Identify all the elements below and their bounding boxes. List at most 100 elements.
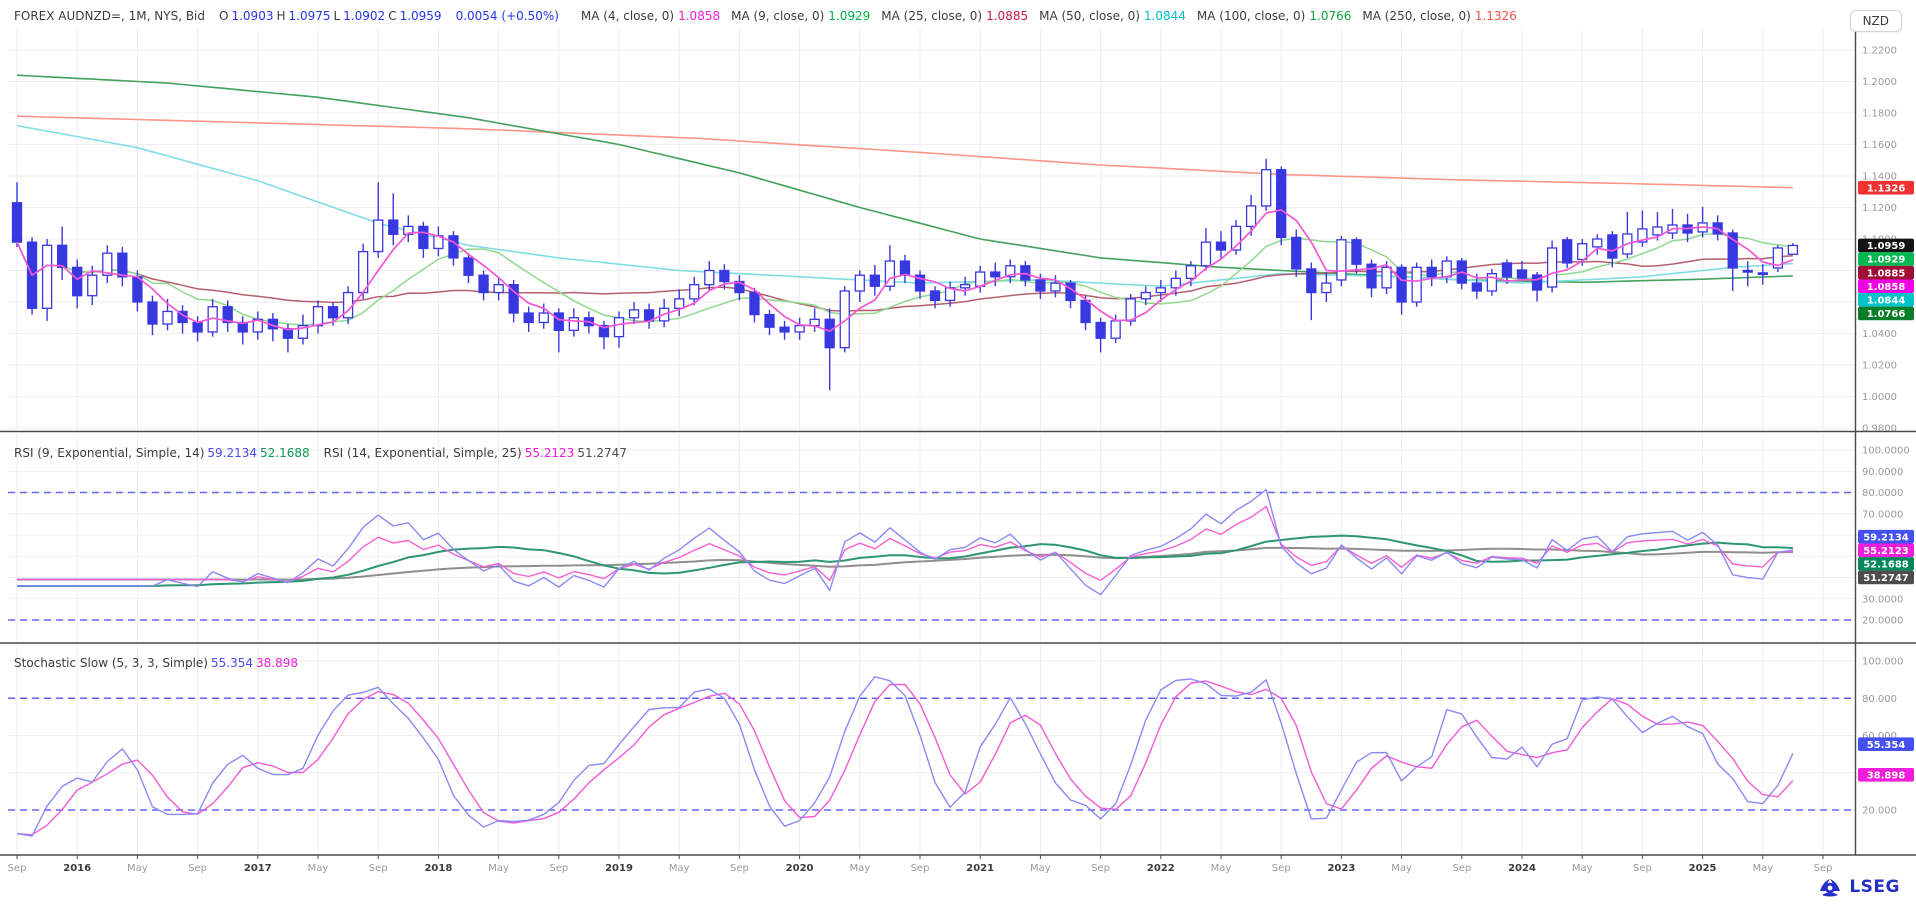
- price-axis-label: 1.2200: [1862, 46, 1897, 57]
- ma-legend-item[interactable]: MA (50, close, 0) 1.0844: [1039, 9, 1186, 23]
- ma-legend-item[interactable]: MA (4, close, 0) 1.0858: [580, 9, 721, 23]
- lseg-logo-icon: [1820, 879, 1841, 897]
- axes-layer[interactable]: 1.22001.20001.18001.16001.14001.12001.10…: [0, 28, 1916, 874]
- candle-up: [628, 309, 640, 319]
- time-axis-month-label: Sep: [1814, 863, 1833, 874]
- ohlc-field: L 1.0902: [333, 9, 386, 23]
- time-axis-month-label: Sep: [1452, 863, 1471, 874]
- stochastic-k-value: 55.354: [210, 656, 253, 670]
- candle-up: [162, 310, 173, 325]
- candle-up: [568, 317, 579, 332]
- candle-up: [674, 298, 685, 309]
- price-axis-label: 1.1800: [1862, 109, 1897, 120]
- candle-down: [1080, 299, 1091, 324]
- candle-down: [418, 225, 429, 250]
- candle-down: [1306, 268, 1317, 294]
- candle-up: [102, 252, 113, 276]
- candle-up: [1321, 282, 1332, 294]
- price-axis-label: 1.0000: [1862, 392, 1897, 403]
- candle-down: [1562, 239, 1573, 264]
- time-axis-month-label: Sep: [1633, 863, 1652, 874]
- stoch-badge-bg: [1858, 737, 1914, 751]
- price-badge: 1.1326: [1867, 183, 1906, 194]
- candle-down: [523, 312, 534, 324]
- candle-down: [1471, 282, 1482, 292]
- rsi14-line: [17, 505, 1793, 583]
- candle-down: [764, 313, 775, 328]
- grid-layer: [8, 28, 1855, 853]
- candle-down: [478, 274, 489, 294]
- candle-down: [1396, 266, 1407, 303]
- candle-down: [1531, 274, 1543, 291]
- price-badge: 1.0858: [1867, 282, 1906, 293]
- price-badge-bg: [1858, 238, 1914, 253]
- time-axis-year-label: 2022: [1147, 863, 1175, 874]
- candle-down: [11, 202, 23, 243]
- price-badge: 1.0844: [1867, 295, 1906, 306]
- candle-down: [1727, 232, 1738, 269]
- candle-down: [1607, 234, 1618, 259]
- candle-down: [1035, 279, 1046, 292]
- candle-up: [297, 324, 309, 339]
- candle-up: [839, 290, 850, 349]
- time-axis-year-label: 2020: [786, 863, 814, 874]
- rsi1-title: RSI (9, Exponential, Simple, 14): [14, 446, 205, 460]
- candle-down: [132, 276, 143, 303]
- stochastic-legend[interactable]: Stochastic Slow (5, 3, 3, Simple) 55.354…: [14, 656, 298, 670]
- time-axis-month-label: Sep: [549, 863, 568, 874]
- candle-up: [312, 306, 324, 327]
- time-axis-month-label: Sep: [730, 863, 749, 874]
- price-axis-currency-chip[interactable]: NZD: [1849, 10, 1902, 32]
- candle-up: [1546, 247, 1558, 288]
- rsi-badge-bg: [1858, 570, 1914, 585]
- time-axis-month-label: May: [669, 863, 690, 874]
- rsi-legend[interactable]: RSI (9, Exponential, Simple, 14) 59.2134…: [14, 446, 627, 460]
- candle-up: [1230, 225, 1242, 251]
- ma-legend-item[interactable]: MA (250, close, 0) 1.1326: [1362, 9, 1517, 23]
- rsi-badge-bg: [1858, 543, 1914, 558]
- candle-down: [1351, 239, 1362, 265]
- rsi9-smoothed-line: [17, 534, 1793, 587]
- lseg-wordmark: LSEG: [1849, 877, 1900, 897]
- time-axis-year-label: 2025: [1689, 863, 1717, 874]
- candle-up: [1787, 244, 1799, 255]
- price-badge-bg: [1858, 293, 1914, 307]
- candle-down: [327, 306, 339, 319]
- stochastic-d-line: [16, 680, 1794, 836]
- main-chart-legend[interactable]: FOREX AUDNZD=, 1M, NYS, Bid O 1.0903 H 1.09…: [14, 9, 1517, 23]
- candle-down: [824, 318, 835, 349]
- candle-down: [222, 306, 233, 324]
- price-axis-label: 1.1200: [1862, 203, 1897, 214]
- rsi-axis-label: 30.0000: [1862, 594, 1903, 605]
- candle-down: [1095, 321, 1106, 339]
- candle-down: [463, 257, 474, 276]
- candle-down: [899, 260, 911, 276]
- price-axis-label: 0.9800: [1862, 424, 1897, 435]
- candle-up: [1577, 243, 1588, 261]
- rsi1-value: 59.2134: [207, 446, 258, 460]
- candle-down: [749, 291, 760, 316]
- ma-legend-item[interactable]: MA (9, close, 0) 1.0929: [731, 9, 871, 23]
- candle-up: [41, 244, 53, 309]
- candle-down: [553, 312, 564, 331]
- candle-down: [914, 274, 926, 292]
- candle-up: [1245, 205, 1257, 228]
- candle-up: [809, 318, 820, 327]
- candle-down: [779, 326, 790, 333]
- ma-legend-item[interactable]: MA (25, close, 0) 1.0885: [881, 9, 1029, 23]
- price-badge: 1.0766: [1867, 309, 1906, 320]
- rsi-badge: 52.1688: [1863, 559, 1909, 570]
- candle-down: [990, 271, 1001, 278]
- rsi-axis-label: 90.0000: [1862, 467, 1903, 478]
- ma-legend-group: MA (4, close, 0) 1.0858 MA (9, close, 0) 1.…: [573, 9, 1517, 23]
- rsi-axis-label: 80.0000: [1862, 488, 1903, 499]
- candle-down: [57, 244, 68, 269]
- candle-up: [884, 260, 896, 287]
- candle-up: [1381, 266, 1392, 289]
- ma-legend-item[interactable]: MA (100, close, 0) 1.0766: [1196, 9, 1352, 23]
- time-axis-month-label: Sep: [1091, 863, 1110, 874]
- candle-up: [373, 219, 384, 253]
- candle-up: [794, 324, 805, 333]
- candle-down: [598, 324, 610, 338]
